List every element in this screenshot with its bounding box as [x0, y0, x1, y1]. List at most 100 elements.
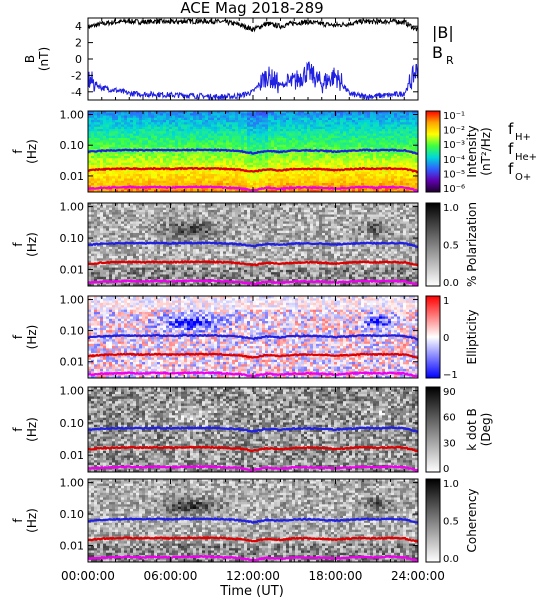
heatmap-cell: [136, 111, 140, 114]
heatmap-cell: [319, 212, 323, 215]
heatmap-cell: [265, 113, 269, 116]
heatmap-cell: [184, 117, 188, 121]
heatmap-cell: [169, 122, 173, 125]
heatmap-cell: [277, 216, 281, 220]
heatmap-cell: [145, 212, 149, 215]
heatmap-cell: [382, 207, 386, 211]
heatmap-cell: [232, 124, 236, 128]
heatmap-cell: [250, 207, 254, 211]
heatmap-cell: [136, 122, 140, 125]
heatmap-cell: [97, 115, 101, 119]
heatmap-cell: [211, 113, 215, 116]
heatmap-cell: [97, 117, 101, 121]
heatmap-cell: [115, 207, 119, 211]
heatmap-cell: [373, 122, 377, 125]
heatmap-cell: [268, 111, 272, 114]
heatmap-cell: [187, 111, 191, 114]
heatmap-cell: [391, 122, 395, 125]
heatmap-cell: [322, 207, 326, 211]
heatmap-cell: [262, 122, 266, 125]
heatmap-cell: [229, 216, 233, 220]
heatmap-cell: [139, 113, 143, 116]
heatmap-cell: [130, 212, 134, 215]
heatmap-cell: [403, 122, 407, 125]
heatmap-cell: [400, 216, 404, 220]
heatmap-cell: [223, 207, 227, 211]
heatmap-cell: [88, 216, 92, 220]
heatmap-cell: [376, 216, 380, 220]
heatmap-cells: [88, 203, 419, 287]
heatmap-cell: [268, 120, 272, 123]
heatmap-cell: [310, 216, 314, 220]
heatmap-cell: [280, 120, 284, 123]
heatmap-cell: [118, 113, 122, 116]
heatmap-cell: [247, 115, 251, 119]
heatmap-cell: [400, 115, 404, 119]
heatmap-cell: [169, 207, 173, 211]
heatmap-cell: [199, 111, 203, 114]
heatmap-cell: [163, 120, 167, 123]
heatmap-cell: [151, 216, 155, 220]
heatmap-cell: [394, 120, 398, 123]
heatmap-cell: [181, 124, 185, 128]
heatmap-cell: [217, 122, 221, 125]
heatmap-cell: [118, 216, 122, 220]
heatmap-cell: [283, 115, 287, 119]
heatmap-cell: [172, 120, 176, 123]
heatmap-cell: [349, 113, 353, 116]
heatmap-cell: [214, 111, 218, 114]
heatmap-cell: [238, 120, 242, 123]
heatmap-cell: [226, 115, 230, 119]
heatmap-cell: [340, 212, 344, 215]
heatmap-cell: [367, 122, 371, 125]
legend-heplus: f: [508, 140, 514, 158]
heatmap-cell: [400, 120, 404, 123]
y-axis-unit: (Hz): [25, 139, 39, 164]
heatmap-cell: [325, 120, 329, 123]
heatmap-cell: [274, 115, 278, 119]
heatmap-cell: [289, 122, 293, 125]
heatmap-cell: [193, 122, 197, 125]
heatmap-cell: [97, 111, 101, 114]
heatmap-cell: [208, 111, 212, 114]
heatmap-cell: [217, 117, 221, 121]
heatmap-cell: [283, 212, 287, 215]
y-tick-label: 0.10: [60, 139, 85, 152]
heatmap-cell: [322, 111, 326, 114]
heatmap-cell: [151, 122, 155, 125]
heatmap-cell: [352, 207, 356, 211]
colorbar-tick-label: 10⁻⁶: [443, 184, 465, 195]
heatmap-cell: [391, 212, 395, 215]
heatmap-cell: [172, 122, 176, 125]
heatmap-cell: [328, 207, 332, 211]
heatmap-cell: [169, 117, 173, 121]
legend-subscript: He+: [515, 152, 537, 163]
heatmap-cell: [280, 117, 284, 121]
heatmap-cell: [355, 207, 359, 211]
heatmap-cell: [256, 111, 260, 114]
heatmap-cell: [196, 212, 200, 215]
heatmap-cell: [256, 117, 260, 121]
y-tick-label: -4: [71, 86, 82, 99]
heatmap-cell: [370, 216, 374, 220]
heatmap-cell: [94, 216, 98, 220]
heatmap-cell: [145, 120, 149, 123]
heatmap-cell: [268, 122, 272, 125]
heatmap-cell: [292, 113, 296, 116]
heatmap-cell: [391, 207, 395, 211]
heatmap-cell: [325, 111, 329, 114]
heatmap-cell: [97, 216, 101, 220]
heatmap-cell: [181, 111, 185, 114]
heatmap-cell: [145, 122, 149, 125]
heatmap-cell: [307, 216, 311, 220]
heatmap-cell: [373, 115, 377, 119]
heatmap-cell: [148, 111, 152, 114]
heatmap-cell: [253, 117, 257, 121]
heatmap-cell: [103, 117, 107, 121]
y-tick-label: 0.01: [60, 170, 85, 183]
legend-subscript: H+: [515, 132, 531, 143]
heatmap-cell: [289, 120, 293, 123]
heatmap-cell: [106, 115, 110, 119]
heatmap-cell: [226, 216, 230, 220]
heatmap-cell: [235, 122, 239, 125]
